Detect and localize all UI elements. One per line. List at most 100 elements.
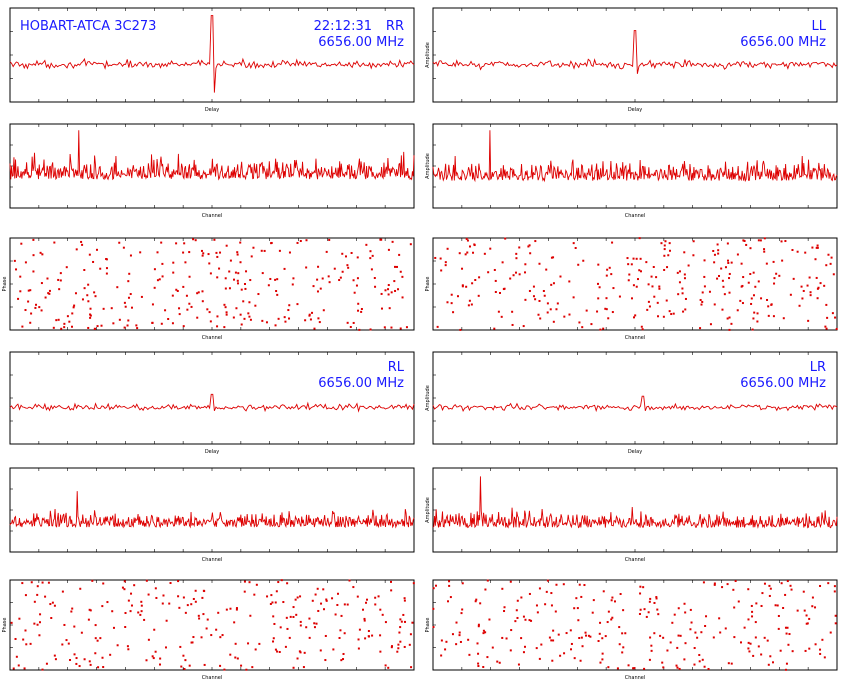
phase-point	[399, 327, 402, 330]
phase-point	[209, 272, 212, 275]
phase-point	[48, 289, 51, 292]
phase-point	[305, 239, 308, 242]
phase-point	[726, 583, 729, 586]
phase-point	[775, 272, 778, 275]
phase-point	[398, 253, 401, 256]
phase-point	[827, 582, 830, 585]
phase-point	[145, 579, 148, 582]
phase-point	[504, 237, 507, 240]
phase-point	[782, 606, 785, 609]
phase-point	[550, 256, 553, 259]
phase-point	[684, 297, 687, 300]
phase-point	[709, 323, 712, 326]
phase-point	[808, 647, 811, 650]
phase-point	[614, 600, 616, 603]
phase-point	[434, 256, 437, 259]
panel-rr-phase: Channel Phase	[2, 237, 415, 341]
phase-point	[789, 293, 792, 296]
phase-point	[657, 315, 660, 318]
phase-point	[178, 606, 181, 609]
phase-point	[384, 664, 387, 667]
phase-point	[692, 254, 695, 257]
phase-point	[728, 272, 731, 275]
phase-point	[69, 659, 72, 661]
phase-point	[627, 263, 630, 266]
phase-point	[57, 278, 60, 281]
phase-point	[682, 310, 685, 313]
phase-point	[607, 610, 610, 613]
phase-point	[633, 667, 636, 670]
phase-point	[718, 617, 721, 620]
panel-rr-channel: Channel	[9, 123, 415, 219]
phase-point	[645, 261, 648, 264]
phase-point	[162, 594, 165, 597]
phase-point	[546, 302, 549, 305]
phase-point	[468, 245, 471, 248]
phase-point	[610, 273, 613, 276]
phase-point	[124, 612, 127, 615]
phase-point	[546, 579, 549, 582]
phase-point	[172, 271, 175, 274]
phase-point	[41, 668, 44, 671]
phase-point	[156, 279, 159, 282]
phase-point	[440, 269, 443, 272]
phase-point	[192, 636, 195, 639]
phase-point	[829, 631, 832, 634]
phase-point	[370, 268, 373, 271]
phase-point	[557, 633, 560, 636]
phase-point	[33, 622, 36, 625]
phase-point	[607, 666, 610, 669]
phase-point	[784, 593, 787, 596]
phase-point	[158, 278, 161, 281]
phase-point	[727, 261, 730, 264]
phase-point	[700, 303, 703, 306]
phase-point	[276, 293, 279, 296]
phase-point	[71, 607, 74, 610]
phase-point	[340, 659, 343, 662]
phase-point	[27, 300, 30, 303]
phase-point	[461, 608, 464, 611]
phase-point	[757, 280, 760, 283]
phase-point	[393, 280, 396, 283]
phase-point	[266, 595, 269, 598]
phase-point	[461, 267, 464, 270]
phase-point	[171, 294, 174, 297]
phase-point	[562, 583, 565, 586]
phase-point	[129, 254, 132, 257]
phase-point	[362, 608, 364, 611]
phase-point	[667, 254, 670, 257]
phase-point	[717, 249, 720, 252]
phase-point	[342, 658, 345, 661]
phase-point	[250, 255, 253, 258]
phase-point	[325, 599, 328, 602]
phase-point	[585, 309, 588, 312]
phase-point	[635, 257, 638, 260]
phase-point	[524, 263, 527, 266]
series-line-lr	[432, 395, 838, 413]
phase-point	[357, 647, 360, 650]
phase-point	[164, 646, 167, 649]
phase-point	[802, 590, 805, 593]
phase-point	[171, 322, 174, 325]
phase-point	[286, 582, 289, 585]
phase-point	[502, 288, 505, 291]
phase-point	[155, 596, 158, 599]
phase-point	[501, 587, 504, 590]
phase-point	[334, 613, 337, 616]
phase-point	[206, 308, 209, 311]
phase-point	[459, 640, 462, 643]
phase-point	[529, 252, 532, 255]
phase-point	[196, 292, 199, 295]
panel-ll-delay: Delay Amplitude	[425, 7, 838, 113]
phase-point	[236, 253, 239, 256]
phase-point	[36, 593, 39, 596]
phase-point	[357, 309, 360, 312]
phase-point	[666, 649, 669, 652]
phase-point	[343, 603, 346, 606]
phase-point	[692, 240, 695, 243]
phase-point	[539, 317, 542, 320]
phase-point	[65, 639, 68, 642]
phase-point	[460, 612, 463, 615]
phase-point	[365, 243, 368, 246]
phase-point	[216, 315, 219, 318]
